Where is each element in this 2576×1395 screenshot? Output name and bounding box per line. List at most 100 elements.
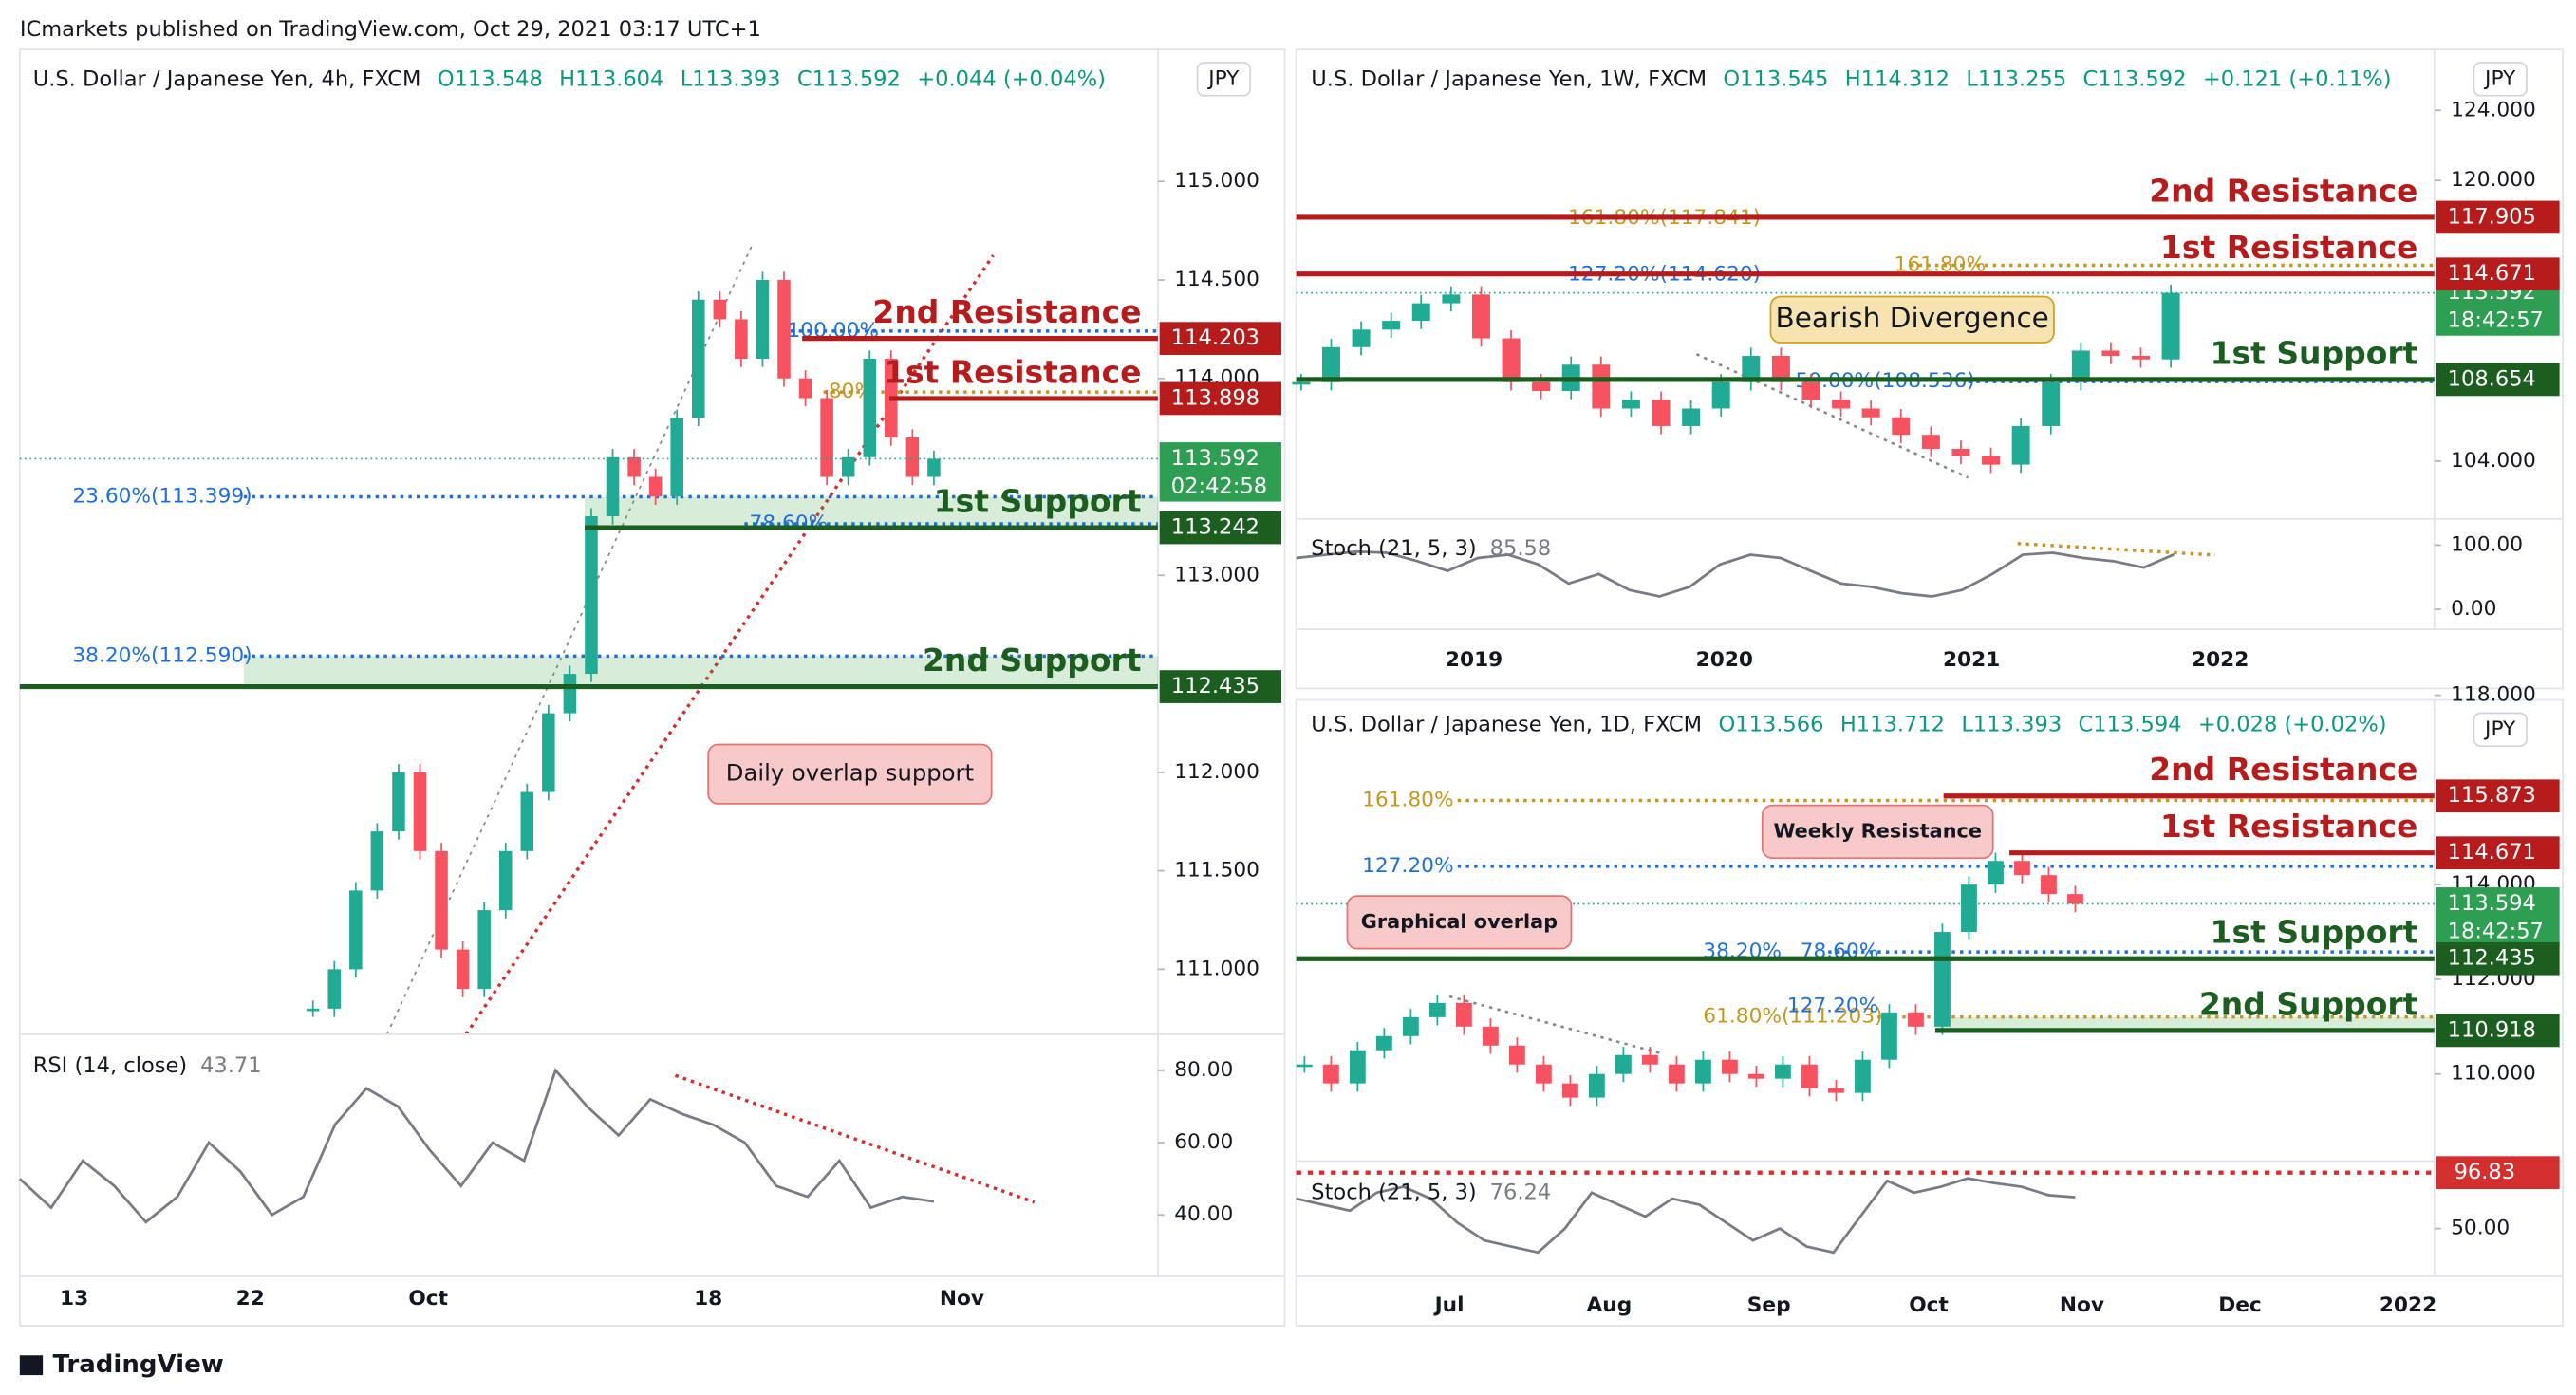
indicator-tick-label: 60.00 (1174, 1130, 1233, 1154)
publisher: ICmarkets published on TradingView.com, … (20, 17, 761, 42)
indicator-value: 43.71 (200, 1052, 262, 1077)
indicator-tick-label: 100.00 (2451, 532, 2523, 556)
time-tick-label: 2020 (1696, 648, 1753, 672)
annotation: Graphical overlap (1361, 910, 1558, 933)
candle (2101, 350, 2120, 357)
level-name: 1st Support (2211, 334, 2418, 371)
candle (2071, 350, 2090, 382)
countdown: 18:42:57 (2448, 919, 2544, 943)
indicator-tick-label: 40.00 (1174, 1202, 1233, 1226)
candle (2132, 356, 2151, 360)
candle (1471, 294, 1490, 339)
candle (1908, 1012, 1924, 1027)
candle (1508, 1045, 1525, 1065)
annotation-box (1761, 804, 1994, 860)
indicator-value: 85.58 (1490, 535, 1552, 560)
candle (413, 772, 427, 851)
candle (2161, 292, 2180, 360)
indicator-marker-box (2436, 1156, 2560, 1190)
level-price: 113.242 (1171, 515, 1260, 540)
candle (563, 674, 577, 714)
candle (1402, 1016, 1419, 1036)
candle (1832, 400, 1851, 409)
price-tick-label: 115.000 (1174, 169, 1260, 193)
level-name: 2nd Resistance (872, 293, 1141, 330)
tradingview-logo: TradingView (19, 1350, 224, 1379)
annotation: Daily overlap support (726, 759, 974, 787)
countdown: 18:42:57 (2448, 308, 2544, 333)
price-tick-label: 110.000 (2451, 1062, 2536, 1086)
candle (1982, 456, 2001, 465)
time-tick-label: Sep (1747, 1293, 1791, 1317)
indicator-legend: RSI (14, close) 43.71 (33, 1052, 262, 1077)
level-price-box (2436, 200, 2560, 234)
candle (777, 279, 791, 379)
fib-label: 61.80%(111.203) (1703, 1005, 1882, 1029)
candle (691, 299, 705, 418)
support-zone (1934, 1016, 2435, 1031)
time-tick-label: 2022 (2380, 1293, 2436, 1317)
candle (1961, 884, 1977, 933)
candle (1428, 1002, 1446, 1017)
annotation-box (1769, 295, 2055, 344)
candle (1352, 329, 1371, 347)
time-tick-label: 18 (694, 1287, 722, 1311)
candle (1669, 1064, 1685, 1084)
level-price: 114.671 (2448, 261, 2536, 286)
annotation-box (707, 743, 993, 805)
time-tick-label: 2021 (1943, 648, 2000, 672)
candle (1988, 861, 2004, 885)
level-name: 1st Resistance (2160, 808, 2417, 845)
annotation: Weekly Resistance (1773, 819, 1982, 842)
level-price-box (2436, 941, 2560, 976)
level-name: 2nd Resistance (2149, 751, 2417, 788)
level-price: 112.435 (1171, 674, 1260, 698)
candle (1695, 1059, 1711, 1084)
candle (456, 949, 470, 990)
candle (1561, 1083, 1578, 1098)
price-tick-label: 118.000 (2451, 683, 2536, 707)
price-tick-label: 124.000 (2451, 98, 2536, 121)
level-price-box (1159, 670, 1282, 703)
price-tick-label: 114.500 (1174, 268, 1260, 291)
candle (798, 378, 812, 399)
candle (370, 831, 384, 891)
candle (1382, 321, 1401, 330)
ohlc-value: L113.393 (681, 66, 781, 91)
ohlc-value: L113.255 (1966, 66, 2066, 91)
fib-label: 23.60%(113.399) (72, 484, 252, 508)
ohlc-value: H113.712 (1840, 712, 1945, 736)
ohlc-value: C113.592 (2082, 66, 2186, 91)
level-price-box (2436, 1014, 2560, 1048)
fib-label: 161.80% (1362, 788, 1454, 811)
candle (327, 969, 342, 1009)
currency-box (1196, 62, 1251, 97)
candle (1592, 364, 1611, 409)
candle (606, 456, 620, 517)
candle (2042, 381, 2061, 426)
candle (477, 910, 491, 990)
candle (735, 319, 748, 360)
candle (713, 299, 727, 320)
candle (1771, 356, 1790, 382)
time-tick-label: 2022 (2192, 648, 2249, 672)
level-name: 1st Resistance (2160, 229, 2417, 266)
candle (520, 791, 534, 851)
time-tick-label: 2019 (1446, 648, 1503, 672)
fib-label: 127.20% (1787, 994, 1879, 1017)
indicator-value: 76.24 (1490, 1180, 1552, 1204)
candle (2011, 425, 2030, 465)
candle (1292, 381, 1311, 385)
level-price: 117.905 (2448, 204, 2536, 229)
time-tick-label: Jul (1433, 1293, 1465, 1317)
ohlc-value: C113.592 (797, 66, 901, 91)
level-price-box (2436, 257, 2560, 291)
candle (1801, 1064, 1818, 1088)
candle (1535, 1064, 1552, 1084)
candle (670, 418, 683, 497)
candle (1775, 1064, 1791, 1079)
indicator-line (1296, 1177, 2076, 1255)
symbol-title: U.S. Dollar / Japanese Yen, 1D, FXCM (1311, 712, 1702, 736)
support-zone (243, 656, 1158, 687)
level-name: 2nd Support (923, 642, 1142, 679)
